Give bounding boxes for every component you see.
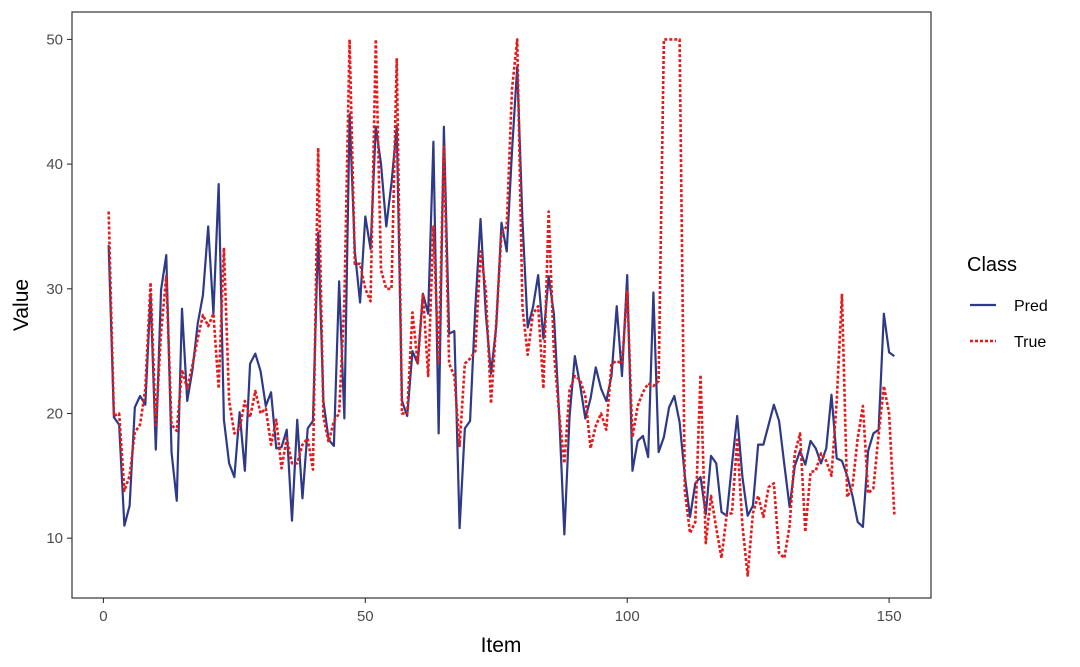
y-tick-label: 10 [46,530,63,547]
x-axis-title: Item [481,634,522,657]
y-axis: 10 20 30 40 50 [46,31,72,547]
legend-title: Class [967,254,1017,276]
series-line-pred [107,65,895,536]
y-tick-label: 20 [46,405,63,422]
y-tick-label: 40 [46,156,63,173]
x-axis: 0 50 100 150 [99,598,902,625]
series-line-true [107,38,896,577]
legend: Class Pred True [967,254,1048,351]
x-tick-label: 100 [615,608,640,625]
plot-panel-border [71,11,932,599]
y-axis-title: Value [10,279,33,331]
x-tick-label: 0 [99,608,107,625]
y-tick-label: 50 [46,31,63,48]
legend-label-pred: Pred [1014,298,1048,315]
legend-label-true: True [1014,334,1046,351]
x-tick-label: 150 [877,608,902,625]
series-layer [107,38,896,577]
legend-items: Pred True [970,298,1048,351]
y-tick-label: 30 [46,281,63,298]
x-tick-label: 50 [357,608,374,625]
